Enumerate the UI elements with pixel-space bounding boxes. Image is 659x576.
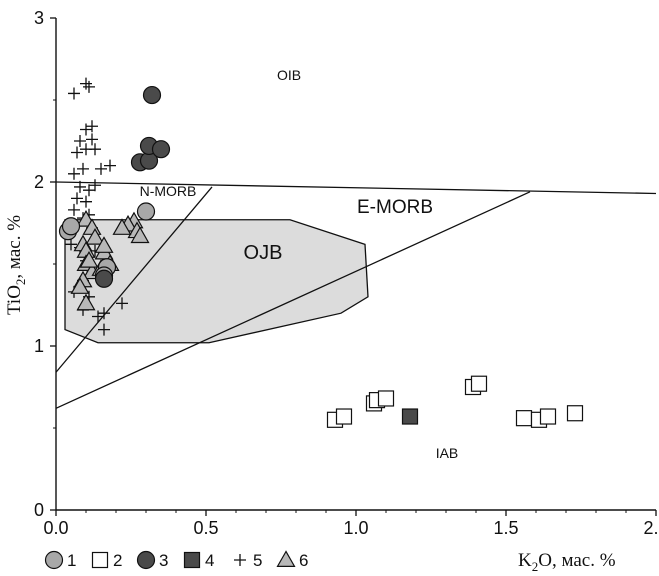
fields-layer	[64, 219, 369, 344]
series-5-point	[80, 123, 92, 136]
field-ojb	[64, 219, 369, 344]
series-5-point	[86, 120, 98, 133]
series-5-point	[80, 77, 92, 90]
field-labels: OIB N-MORB E-MORB OJB IAB	[140, 67, 459, 461]
series-2-point	[335, 408, 353, 425]
series-4-point	[401, 408, 419, 425]
legend: 1 2 3 4 5 6	[44, 550, 308, 570]
x-tick-label: 1.0	[343, 518, 368, 538]
series-5-point	[98, 323, 110, 336]
legend-item-4: 4	[183, 551, 214, 570]
series-5-point	[92, 310, 104, 323]
series-2	[326, 375, 584, 428]
series-1-point	[61, 217, 81, 236]
series-6-point	[76, 293, 96, 311]
legend-item-5: 5	[234, 551, 262, 570]
series-5-point	[116, 297, 128, 310]
series-5-point	[89, 179, 101, 192]
series-2-point	[470, 375, 488, 392]
x-axis-title-base: K	[518, 550, 532, 571]
series-6-point	[130, 226, 150, 244]
series-6-point	[112, 218, 132, 235]
series-6-point	[79, 251, 99, 268]
legend-item-3: 3	[136, 550, 168, 570]
legend-marker-5	[234, 554, 246, 566]
series-5-point	[80, 195, 92, 208]
x-tick-label: 0.0	[43, 518, 68, 538]
x-axis-title-rest: O, мас. %	[538, 550, 615, 571]
x-tick-label: 1.5	[493, 518, 518, 538]
legend-marker-2	[91, 551, 109, 569]
data-points	[58, 77, 584, 428]
series-6-point	[70, 277, 90, 294]
y-axis-title-sub: 2	[13, 279, 28, 286]
axis-titles: K2O, мас. % TiO2, мас. %	[4, 215, 616, 574]
boundary-line-1	[55, 181, 657, 195]
series-5-point	[68, 87, 80, 100]
y-tick-label: 1	[34, 336, 44, 356]
legend-label-4: 4	[205, 551, 214, 570]
legend-marker-6	[276, 550, 296, 567]
series-2-point	[377, 390, 395, 407]
series-5-point	[89, 143, 101, 156]
legend-item-2: 2	[91, 551, 122, 570]
legend-label-5: 5	[253, 551, 262, 570]
legend-label-6: 6	[299, 551, 308, 570]
series-5-point	[83, 184, 95, 197]
series-4	[401, 408, 419, 425]
series-5-point	[98, 307, 110, 320]
series-5-point	[77, 162, 89, 175]
legend-item-6: 6	[276, 550, 308, 570]
label-e-morb: E-MORB	[357, 197, 433, 218]
series-5-point	[71, 146, 83, 159]
boundary-lines	[55, 181, 657, 409]
x-tick-label: 0.5	[193, 518, 218, 538]
legend-marker-3	[136, 550, 156, 570]
legend-marker-4	[183, 551, 201, 569]
label-ojb: OJB	[244, 242, 283, 264]
series-3-point	[94, 269, 114, 288]
label-n-morb: N-MORB	[140, 183, 197, 199]
series-5-point	[104, 159, 116, 172]
series-3	[94, 85, 171, 288]
ticks: 0.0 0.5 1.0 1.5 2.0 0 1 2 3	[34, 8, 659, 538]
series-5-point	[74, 135, 86, 147]
series-2-point	[515, 410, 533, 427]
y-tick-label: 2	[34, 172, 44, 192]
boundary-line-3	[55, 191, 531, 409]
label-oib: OIB	[277, 67, 301, 83]
y-tick-label: 0	[34, 500, 44, 520]
x-axis-title-sub: 2	[532, 559, 539, 574]
series-5-point	[71, 192, 83, 205]
legend-item-1: 1	[44, 550, 76, 570]
series-6-point	[94, 236, 114, 253]
series-2-point	[539, 408, 557, 425]
y-tick-label: 3	[34, 8, 44, 28]
series-5-point	[74, 180, 86, 193]
series-5-point	[83, 80, 95, 93]
boundary-line-2	[55, 186, 213, 373]
y-axis-title-base: TiO	[4, 285, 25, 315]
legend-label-2: 2	[113, 551, 122, 570]
legend-label-3: 3	[159, 551, 168, 570]
series-3-point	[142, 85, 162, 105]
series-5-point	[95, 162, 107, 175]
series-3-point	[151, 140, 171, 159]
series-2-point	[566, 405, 584, 422]
y-axis-title: TiO2, мас. %	[4, 215, 28, 315]
legend-label-1: 1	[67, 551, 76, 570]
series-5-point	[68, 167, 80, 180]
series-6-point	[85, 228, 105, 245]
series-1-point	[136, 202, 156, 221]
series-5-point	[65, 238, 77, 251]
label-iab: IAB	[436, 445, 459, 461]
series-5-point	[68, 203, 80, 216]
x-tick-label: 2.0	[643, 518, 659, 538]
legend-marker-1	[44, 550, 64, 570]
y-axis-title-rest: , мас. %	[4, 215, 25, 279]
x-axis-title: K2O, мас. %	[518, 550, 616, 574]
series-5-point	[86, 133, 98, 146]
